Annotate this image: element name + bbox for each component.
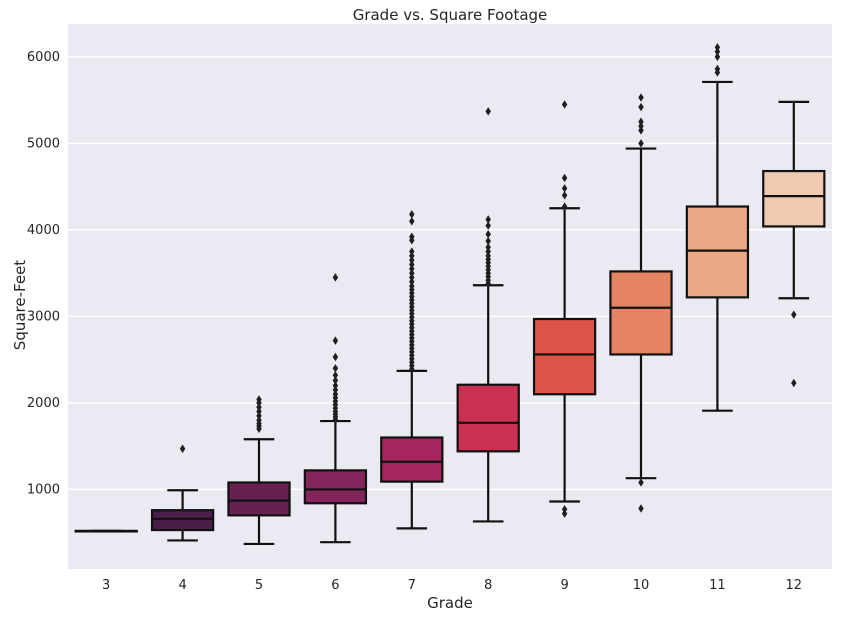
box-grade-3 xyxy=(74,529,138,533)
outlier-point xyxy=(485,236,491,246)
outlier-point xyxy=(332,336,339,345)
outlier-point xyxy=(485,107,491,116)
outlier-point xyxy=(485,242,491,252)
box-body xyxy=(609,270,673,356)
outlier-point xyxy=(332,364,339,373)
x-tick-label: 8 xyxy=(484,578,492,593)
outlier-point xyxy=(638,93,644,102)
outlier-point xyxy=(638,139,644,148)
box-grade-9 xyxy=(532,100,597,518)
outlier-point xyxy=(714,47,721,56)
y-tick-label: 1000 xyxy=(27,482,60,497)
outlier-point xyxy=(485,247,491,256)
outlier-point xyxy=(256,416,262,425)
x-tick-labels: 3 4 5 6 7 8 9 10 11 12 xyxy=(102,578,802,593)
x-tick-label: 7 xyxy=(408,578,416,593)
box-grade-10 xyxy=(609,93,673,513)
outlier-point xyxy=(409,268,415,278)
box-grade-12 xyxy=(762,100,826,388)
box-series xyxy=(74,43,826,546)
y-tick-label: 3000 xyxy=(27,309,60,324)
box-body xyxy=(456,383,520,453)
y-axis-label: Square-Feet xyxy=(11,259,29,351)
outlier-point xyxy=(714,52,721,62)
box-body xyxy=(685,205,750,299)
y-tick-labels: 1000 2000 3000 4000 5000 6000 xyxy=(27,50,60,498)
y-tick-label: 5000 xyxy=(27,136,60,151)
box-body xyxy=(303,469,368,505)
outlier-point xyxy=(332,273,339,282)
y-tick-label: 2000 xyxy=(27,396,60,411)
outlier-point xyxy=(561,184,568,193)
y-tick-label: 6000 xyxy=(27,50,60,65)
outlier-point xyxy=(561,202,568,211)
outlier-point xyxy=(561,505,568,514)
outlier-point xyxy=(256,411,262,421)
outlier-point xyxy=(332,390,339,399)
outlier-point xyxy=(714,64,721,74)
x-tick-label: 6 xyxy=(331,578,339,593)
box-body xyxy=(380,436,444,483)
outlier-point xyxy=(638,504,644,513)
outlier-point xyxy=(409,232,415,242)
outlier-point xyxy=(638,102,644,112)
outlier-point xyxy=(485,215,491,224)
box-body xyxy=(150,509,215,532)
outlier-point xyxy=(332,371,339,380)
y-tick-label: 4000 xyxy=(27,223,60,238)
outlier-point xyxy=(409,210,415,219)
outlier-point xyxy=(791,378,797,388)
box-body xyxy=(227,481,291,517)
box-grade-6 xyxy=(303,273,368,544)
x-tick-label: 11 xyxy=(709,578,726,593)
outlier-point xyxy=(791,310,797,319)
outlier-point xyxy=(332,385,339,395)
outlier-point xyxy=(485,251,491,261)
outlier-point xyxy=(179,444,186,453)
outlier-point xyxy=(561,191,568,200)
outlier-point xyxy=(714,43,721,52)
outlier-point xyxy=(485,230,491,239)
box-grade-7 xyxy=(380,210,444,530)
outlier-point xyxy=(409,247,415,256)
outlier-point xyxy=(409,251,415,261)
x-tick-label: 10 xyxy=(633,578,650,593)
outlier-point xyxy=(409,260,415,269)
outlier-point xyxy=(332,352,339,362)
outlier-point xyxy=(638,478,644,487)
outlier-point xyxy=(561,173,568,183)
outlier-point xyxy=(638,126,644,135)
box-body xyxy=(762,169,826,228)
outlier-point xyxy=(332,381,339,390)
outlier-point xyxy=(409,277,415,286)
chart-title: Grade vs. Square Footage xyxy=(352,6,548,24)
outlier-point xyxy=(409,217,415,226)
box-body xyxy=(532,317,597,396)
outlier-point xyxy=(638,117,644,126)
outlier-point xyxy=(561,100,568,109)
x-tick-label: 4 xyxy=(178,578,186,593)
outlier-point xyxy=(409,273,415,282)
box-grade-8 xyxy=(456,107,520,523)
x-tick-label: 12 xyxy=(786,578,803,593)
outlier-point xyxy=(256,395,262,404)
x-tick-label: 9 xyxy=(560,578,568,593)
outlier-point xyxy=(409,255,415,265)
outlier-point xyxy=(409,264,415,274)
outlier-point xyxy=(256,407,262,416)
outlier-point xyxy=(332,376,339,385)
box-grade-11 xyxy=(685,43,750,412)
x-axis-label: Grade xyxy=(427,594,473,612)
outlier-point xyxy=(409,281,415,291)
outlier-point xyxy=(485,221,491,230)
box-grade-5 xyxy=(227,395,291,546)
box-grade-4 xyxy=(150,444,215,542)
x-tick-label: 3 xyxy=(102,578,110,593)
outlier-point xyxy=(638,121,644,131)
x-tick-label: 5 xyxy=(255,578,263,593)
outlier-point xyxy=(256,403,262,412)
outlier-point xyxy=(561,509,568,518)
